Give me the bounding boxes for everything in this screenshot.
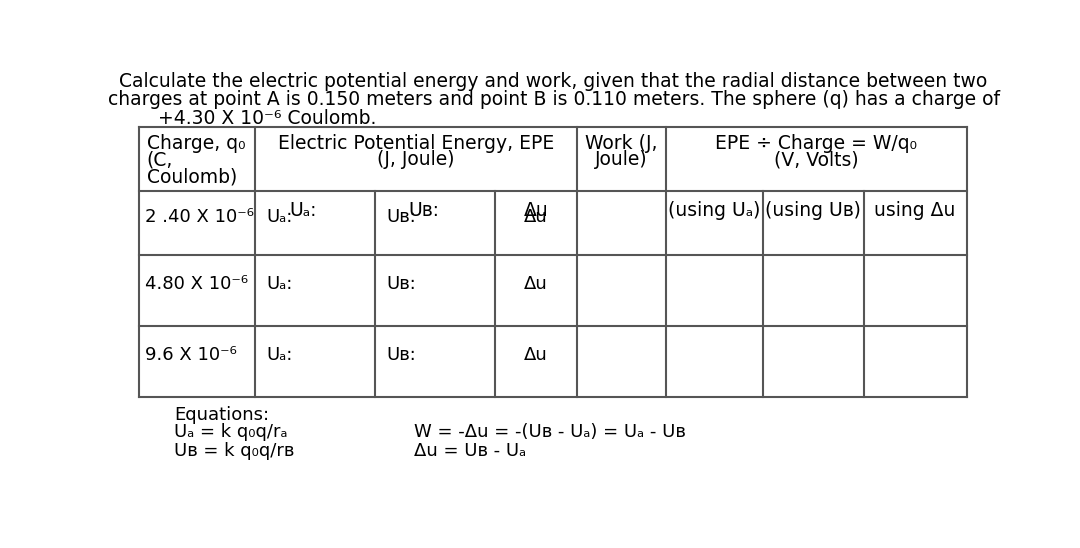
Text: Uₐ:: Uₐ: [267, 208, 293, 226]
Text: Joule): Joule) [595, 151, 648, 169]
Text: (using Uʙ): (using Uʙ) [766, 201, 861, 220]
Text: Δu: Δu [524, 346, 548, 364]
Text: Uₐ:: Uₐ: [267, 276, 293, 293]
Text: Uʙ:: Uʙ: [408, 201, 440, 220]
Text: Calculate the electric potential energy and work, given that the radial distance: Calculate the electric potential energy … [120, 72, 987, 91]
Text: Uʙ:: Uʙ: [387, 346, 417, 364]
Text: Uʙ = k q₀q/rʙ: Uʙ = k q₀q/rʙ [174, 442, 294, 460]
Text: using Δu: using Δu [875, 201, 956, 220]
Text: Δu: Δu [524, 201, 549, 220]
Text: 2 .40 X 10⁻⁶: 2 .40 X 10⁻⁶ [145, 208, 254, 226]
Text: Coulomb): Coulomb) [147, 167, 237, 186]
Text: Work (J,: Work (J, [585, 134, 658, 152]
Text: 9.6 X 10⁻⁶: 9.6 X 10⁻⁶ [145, 346, 237, 364]
Text: W = -Δu = -(Uʙ - Uₐ) = Uₐ - Uʙ: W = -Δu = -(Uʙ - Uₐ) = Uₐ - Uʙ [414, 423, 686, 441]
Text: Δu: Δu [524, 208, 548, 226]
Text: 4.80 X 10⁻⁶: 4.80 X 10⁻⁶ [145, 276, 248, 293]
Text: Δu: Δu [524, 276, 548, 293]
Text: Equations:: Equations: [174, 406, 269, 424]
Text: charges at point A is 0.150 meters and point B is 0.110 meters. The sphere (q) h: charges at point A is 0.150 meters and p… [108, 90, 999, 110]
Text: Uʙ:: Uʙ: [387, 276, 417, 293]
Text: Charge, q₀: Charge, q₀ [147, 134, 245, 152]
Text: Uₐ = k q₀q/rₐ: Uₐ = k q₀q/rₐ [174, 423, 287, 441]
Text: Uₐ:: Uₐ: [289, 201, 318, 220]
Text: (using Uₐ): (using Uₐ) [669, 201, 760, 220]
Text: Uₐ:: Uₐ: [267, 346, 293, 364]
Text: Uʙ:: Uʙ: [387, 208, 417, 226]
Text: (V, Volts): (V, Volts) [774, 151, 859, 169]
Text: Electric Potential Energy, EPE: Electric Potential Energy, EPE [278, 134, 554, 152]
Text: EPE ÷ Charge = W/q₀: EPE ÷ Charge = W/q₀ [715, 134, 917, 152]
Text: (J, Joule): (J, Joule) [377, 151, 455, 169]
Text: +4.30 X 10⁻⁶ Coulomb.: +4.30 X 10⁻⁶ Coulomb. [159, 109, 377, 128]
Text: (C,: (C, [147, 151, 173, 169]
Text: Δu = Uʙ - Uₐ: Δu = Uʙ - Uₐ [414, 442, 526, 460]
